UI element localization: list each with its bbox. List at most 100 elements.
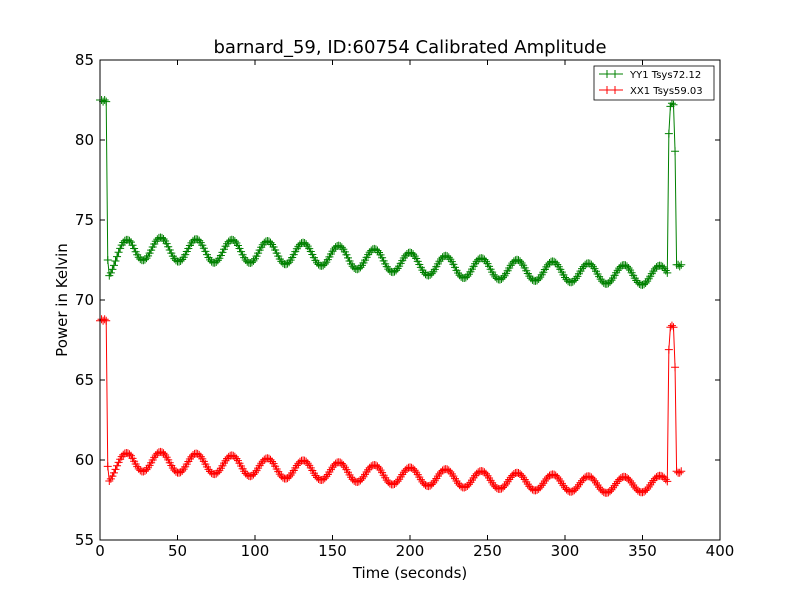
data-point-marker bbox=[302, 240, 311, 249]
legend-marker-xx1 bbox=[603, 86, 619, 94]
data-point-marker bbox=[667, 321, 676, 330]
data-point-marker bbox=[667, 99, 676, 108]
data-point-marker bbox=[626, 476, 635, 485]
legend-label-xx1: XX1 Tsys59.03 bbox=[630, 86, 703, 97]
y-tick-label: 55 bbox=[75, 531, 94, 549]
legend: YY1 Tsys72.12 XX1 Tsys59.03 bbox=[593, 65, 715, 101]
data-point-marker bbox=[671, 363, 680, 372]
x-tick-label: 0 bbox=[95, 542, 105, 560]
data-point-marker bbox=[106, 268, 115, 277]
legend-entry-yy1: YY1 Tsys72.12 bbox=[599, 70, 701, 81]
data-point-marker bbox=[590, 476, 599, 485]
data-point-marker bbox=[537, 481, 546, 490]
data-point-marker bbox=[108, 265, 117, 274]
y-axis-label: Power in Kelvin bbox=[53, 243, 71, 357]
data-point-marker bbox=[499, 273, 507, 282]
data-point-marker bbox=[627, 478, 636, 487]
data-point-marker bbox=[337, 243, 346, 252]
data-point-marker bbox=[320, 260, 329, 269]
data-point-marker bbox=[102, 316, 111, 325]
data-point-marker bbox=[629, 481, 638, 490]
data-point-marker bbox=[660, 264, 669, 273]
x-tick-label: 400 bbox=[706, 542, 735, 560]
data-point-marker bbox=[429, 478, 438, 487]
data-point-marker bbox=[130, 244, 139, 253]
data-point-marker bbox=[116, 244, 125, 253]
data-point-marker bbox=[663, 268, 672, 277]
data-point-marker bbox=[554, 474, 563, 483]
series-1 bbox=[96, 315, 686, 497]
data-point-marker bbox=[375, 464, 383, 473]
data-point-marker bbox=[178, 466, 187, 475]
y-tick-label: 65 bbox=[75, 371, 94, 389]
data-point-marker bbox=[643, 484, 652, 493]
data-point-marker bbox=[664, 345, 673, 354]
data-point-marker bbox=[573, 482, 582, 491]
data-point-marker bbox=[671, 147, 680, 156]
data-point-marker bbox=[664, 129, 673, 138]
data-point-marker bbox=[675, 262, 684, 271]
x-tick-label: 300 bbox=[551, 542, 580, 560]
data-point-marker bbox=[392, 266, 401, 275]
legend-marker-yy1 bbox=[603, 70, 619, 78]
data-point-marker bbox=[339, 461, 348, 470]
data-point-marker bbox=[669, 100, 678, 109]
data-point-marker bbox=[159, 235, 168, 244]
data-point-marker bbox=[669, 323, 678, 332]
y-tick-label: 60 bbox=[75, 451, 94, 469]
data-point-marker bbox=[357, 474, 366, 483]
data-point-marker bbox=[464, 480, 473, 489]
x-tick-label: 250 bbox=[473, 542, 502, 560]
data-point-marker bbox=[303, 459, 312, 468]
y-tick-label: 75 bbox=[75, 211, 94, 229]
data-point-marker bbox=[100, 96, 109, 104]
legend-entry-xx1: XX1 Tsys59.03 bbox=[599, 86, 703, 97]
series-layer bbox=[96, 96, 686, 497]
y-tick-label: 70 bbox=[75, 291, 94, 309]
data-point-marker bbox=[427, 269, 436, 278]
data-point-marker bbox=[164, 242, 173, 251]
data-point-marker bbox=[409, 250, 418, 259]
legend-box bbox=[593, 65, 715, 101]
chart-title: barnard_59, ID:60754 Calibrated Amplitud… bbox=[213, 37, 606, 58]
tick-layer: 0 50 100 150 200 250 300 350 400 55 60 65 70 75 80 85 bbox=[75, 51, 734, 560]
data-point-marker bbox=[463, 272, 472, 281]
data-point-marker bbox=[446, 467, 455, 476]
data-point-marker bbox=[553, 472, 562, 481]
data-point-marker bbox=[114, 248, 123, 257]
data-point-marker bbox=[677, 260, 686, 269]
data-point-marker bbox=[641, 278, 650, 287]
data-point-marker bbox=[663, 477, 672, 486]
data-point-marker bbox=[201, 247, 210, 256]
data-point-marker bbox=[677, 467, 686, 476]
x-tick-label: 100 bbox=[241, 542, 270, 560]
data-point-marker bbox=[500, 481, 509, 490]
data-point-marker bbox=[517, 471, 526, 480]
data-point-marker bbox=[105, 476, 114, 485]
data-point-marker bbox=[570, 276, 579, 285]
data-point-marker bbox=[111, 465, 120, 474]
data-point-marker bbox=[102, 97, 111, 106]
x-axis-label: Time (seconds) bbox=[352, 564, 468, 582]
data-point-marker bbox=[322, 472, 331, 481]
data-point-marker bbox=[125, 450, 134, 459]
data-point-marker bbox=[609, 483, 618, 492]
data-point-marker bbox=[481, 469, 490, 478]
data-point-marker bbox=[111, 257, 120, 266]
data-point-marker bbox=[393, 477, 402, 486]
data-point-marker bbox=[199, 244, 208, 253]
data-point-marker bbox=[410, 466, 419, 475]
data-point-marker bbox=[607, 485, 616, 494]
data-point-marker bbox=[128, 241, 137, 250]
data-point-marker bbox=[109, 468, 118, 477]
data-point-marker bbox=[100, 315, 109, 324]
data-point-marker bbox=[165, 245, 174, 254]
y-tick-label: 80 bbox=[75, 131, 94, 149]
data-point-marker bbox=[230, 237, 239, 246]
data-point-marker bbox=[444, 253, 453, 262]
data-point-marker bbox=[516, 257, 525, 266]
data-point-marker bbox=[195, 236, 204, 245]
data-point-marker bbox=[373, 246, 382, 255]
data-point-marker bbox=[142, 465, 151, 474]
data-point-marker bbox=[103, 256, 112, 264]
